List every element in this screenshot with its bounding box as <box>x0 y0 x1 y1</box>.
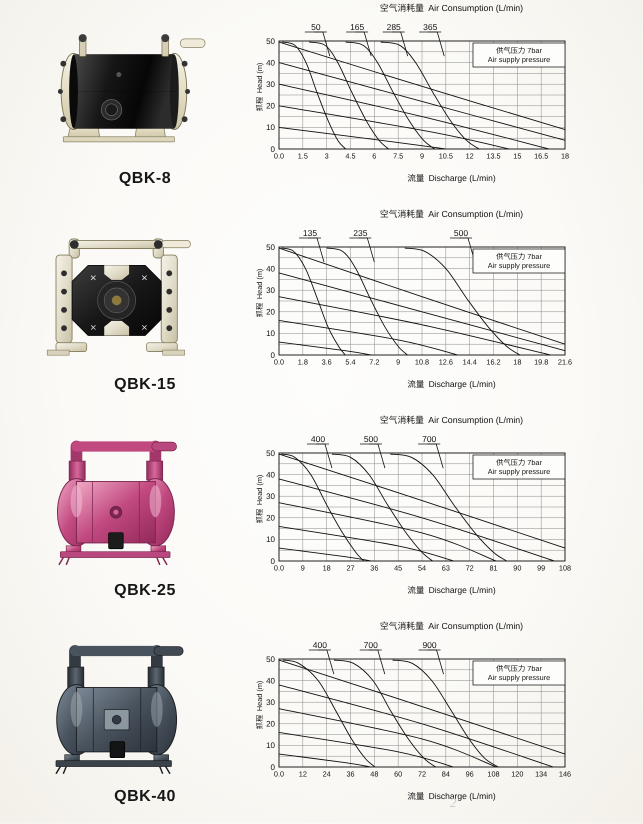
svg-text:14.4: 14.4 <box>463 358 477 367</box>
svg-text:90: 90 <box>513 564 521 573</box>
svg-text:21.6: 21.6 <box>558 358 572 367</box>
svg-text:4.5: 4.5 <box>345 152 355 161</box>
svg-text:24: 24 <box>323 770 331 779</box>
svg-text:45: 45 <box>394 564 402 573</box>
svg-text:19.8: 19.8 <box>534 358 548 367</box>
svg-text:供气压力 7bar: 供气压力 7bar <box>496 252 542 261</box>
svg-text:400: 400 <box>311 434 325 444</box>
svg-text:10: 10 <box>266 741 275 750</box>
svg-text:供气压力 7bar: 供气压力 7bar <box>496 664 542 673</box>
svg-text:134: 134 <box>535 770 547 779</box>
svg-text:50: 50 <box>266 243 275 252</box>
svg-text:0.0: 0.0 <box>274 152 284 161</box>
svg-text:3.6: 3.6 <box>322 358 332 367</box>
svg-text:供气压力 7bar: 供气压力 7bar <box>496 46 542 55</box>
svg-text:60: 60 <box>394 770 402 779</box>
svg-text:30: 30 <box>266 286 275 295</box>
svg-text:700: 700 <box>422 434 436 444</box>
svg-text:1.8: 1.8 <box>298 358 308 367</box>
svg-text:18: 18 <box>561 152 569 161</box>
svg-text:16.5: 16.5 <box>534 152 548 161</box>
svg-text:235: 235 <box>353 228 367 238</box>
svg-text:48: 48 <box>370 770 378 779</box>
svg-text:700: 700 <box>364 640 378 650</box>
svg-text:285: 285 <box>387 22 401 32</box>
svg-text:146: 146 <box>559 770 571 779</box>
svg-text:15: 15 <box>513 152 521 161</box>
svg-text:54: 54 <box>418 564 426 573</box>
svg-text:40: 40 <box>266 470 275 479</box>
svg-text:40: 40 <box>266 264 275 273</box>
svg-text:84: 84 <box>442 770 450 779</box>
svg-text:供气压力 7bar: 供气压力 7bar <box>496 458 542 467</box>
svg-text:81: 81 <box>489 564 497 573</box>
svg-text:3: 3 <box>325 152 329 161</box>
svg-text:900: 900 <box>422 640 436 650</box>
svg-text:50: 50 <box>311 22 321 32</box>
svg-text:20: 20 <box>266 102 275 111</box>
svg-text:96: 96 <box>466 770 474 779</box>
svg-text:500: 500 <box>454 228 468 238</box>
svg-text:7.2: 7.2 <box>369 358 379 367</box>
svg-text:9: 9 <box>420 152 424 161</box>
svg-text:Air supply pressure: Air supply pressure <box>488 673 550 682</box>
svg-text:18: 18 <box>323 564 331 573</box>
svg-text:120: 120 <box>511 770 523 779</box>
svg-text:72: 72 <box>418 770 426 779</box>
svg-text:50: 50 <box>266 655 275 664</box>
svg-text:27: 27 <box>346 564 354 573</box>
svg-text:12: 12 <box>299 770 307 779</box>
svg-text:63: 63 <box>442 564 450 573</box>
svg-text:10.5: 10.5 <box>439 152 453 161</box>
svg-text:1.5: 1.5 <box>298 152 308 161</box>
svg-text:165: 165 <box>350 22 364 32</box>
svg-text:500: 500 <box>364 434 378 444</box>
svg-text:108: 108 <box>487 770 499 779</box>
svg-text:30: 30 <box>266 80 275 89</box>
svg-text:99: 99 <box>537 564 545 573</box>
svg-text:16.2: 16.2 <box>486 358 500 367</box>
svg-text:18: 18 <box>513 358 521 367</box>
svg-text:10.8: 10.8 <box>415 358 429 367</box>
svg-text:6: 6 <box>372 152 376 161</box>
svg-text:0.0: 0.0 <box>274 358 284 367</box>
svg-text:0.0: 0.0 <box>274 564 284 573</box>
svg-text:36: 36 <box>346 770 354 779</box>
svg-text:Air supply pressure: Air supply pressure <box>488 467 550 476</box>
svg-text:30: 30 <box>266 698 275 707</box>
svg-text:Air supply pressure: Air supply pressure <box>488 55 550 64</box>
svg-text:108: 108 <box>559 564 571 573</box>
svg-text:40: 40 <box>266 58 275 67</box>
svg-text:10: 10 <box>266 535 275 544</box>
svg-text:20: 20 <box>266 308 275 317</box>
svg-text:20: 20 <box>266 514 275 523</box>
svg-text:72: 72 <box>466 564 474 573</box>
svg-text:9: 9 <box>396 358 400 367</box>
svg-text:50: 50 <box>266 449 275 458</box>
svg-text:Air supply pressure: Air supply pressure <box>488 261 550 270</box>
svg-text:135: 135 <box>303 228 317 238</box>
svg-text:9: 9 <box>301 564 305 573</box>
svg-text:40: 40 <box>266 676 275 685</box>
svg-text:20: 20 <box>266 720 275 729</box>
svg-text:12: 12 <box>466 152 474 161</box>
svg-text:10: 10 <box>266 329 275 338</box>
svg-text:36: 36 <box>370 564 378 573</box>
svg-text:5.4: 5.4 <box>345 358 355 367</box>
svg-text:400: 400 <box>313 640 327 650</box>
svg-text:7.5: 7.5 <box>393 152 403 161</box>
svg-text:0.0: 0.0 <box>274 770 284 779</box>
svg-text:13.5: 13.5 <box>486 152 500 161</box>
svg-text:10: 10 <box>266 123 275 132</box>
svg-text:12.6: 12.6 <box>439 358 453 367</box>
svg-text:30: 30 <box>266 492 275 501</box>
svg-text:365: 365 <box>423 22 437 32</box>
svg-text:50: 50 <box>266 37 275 46</box>
